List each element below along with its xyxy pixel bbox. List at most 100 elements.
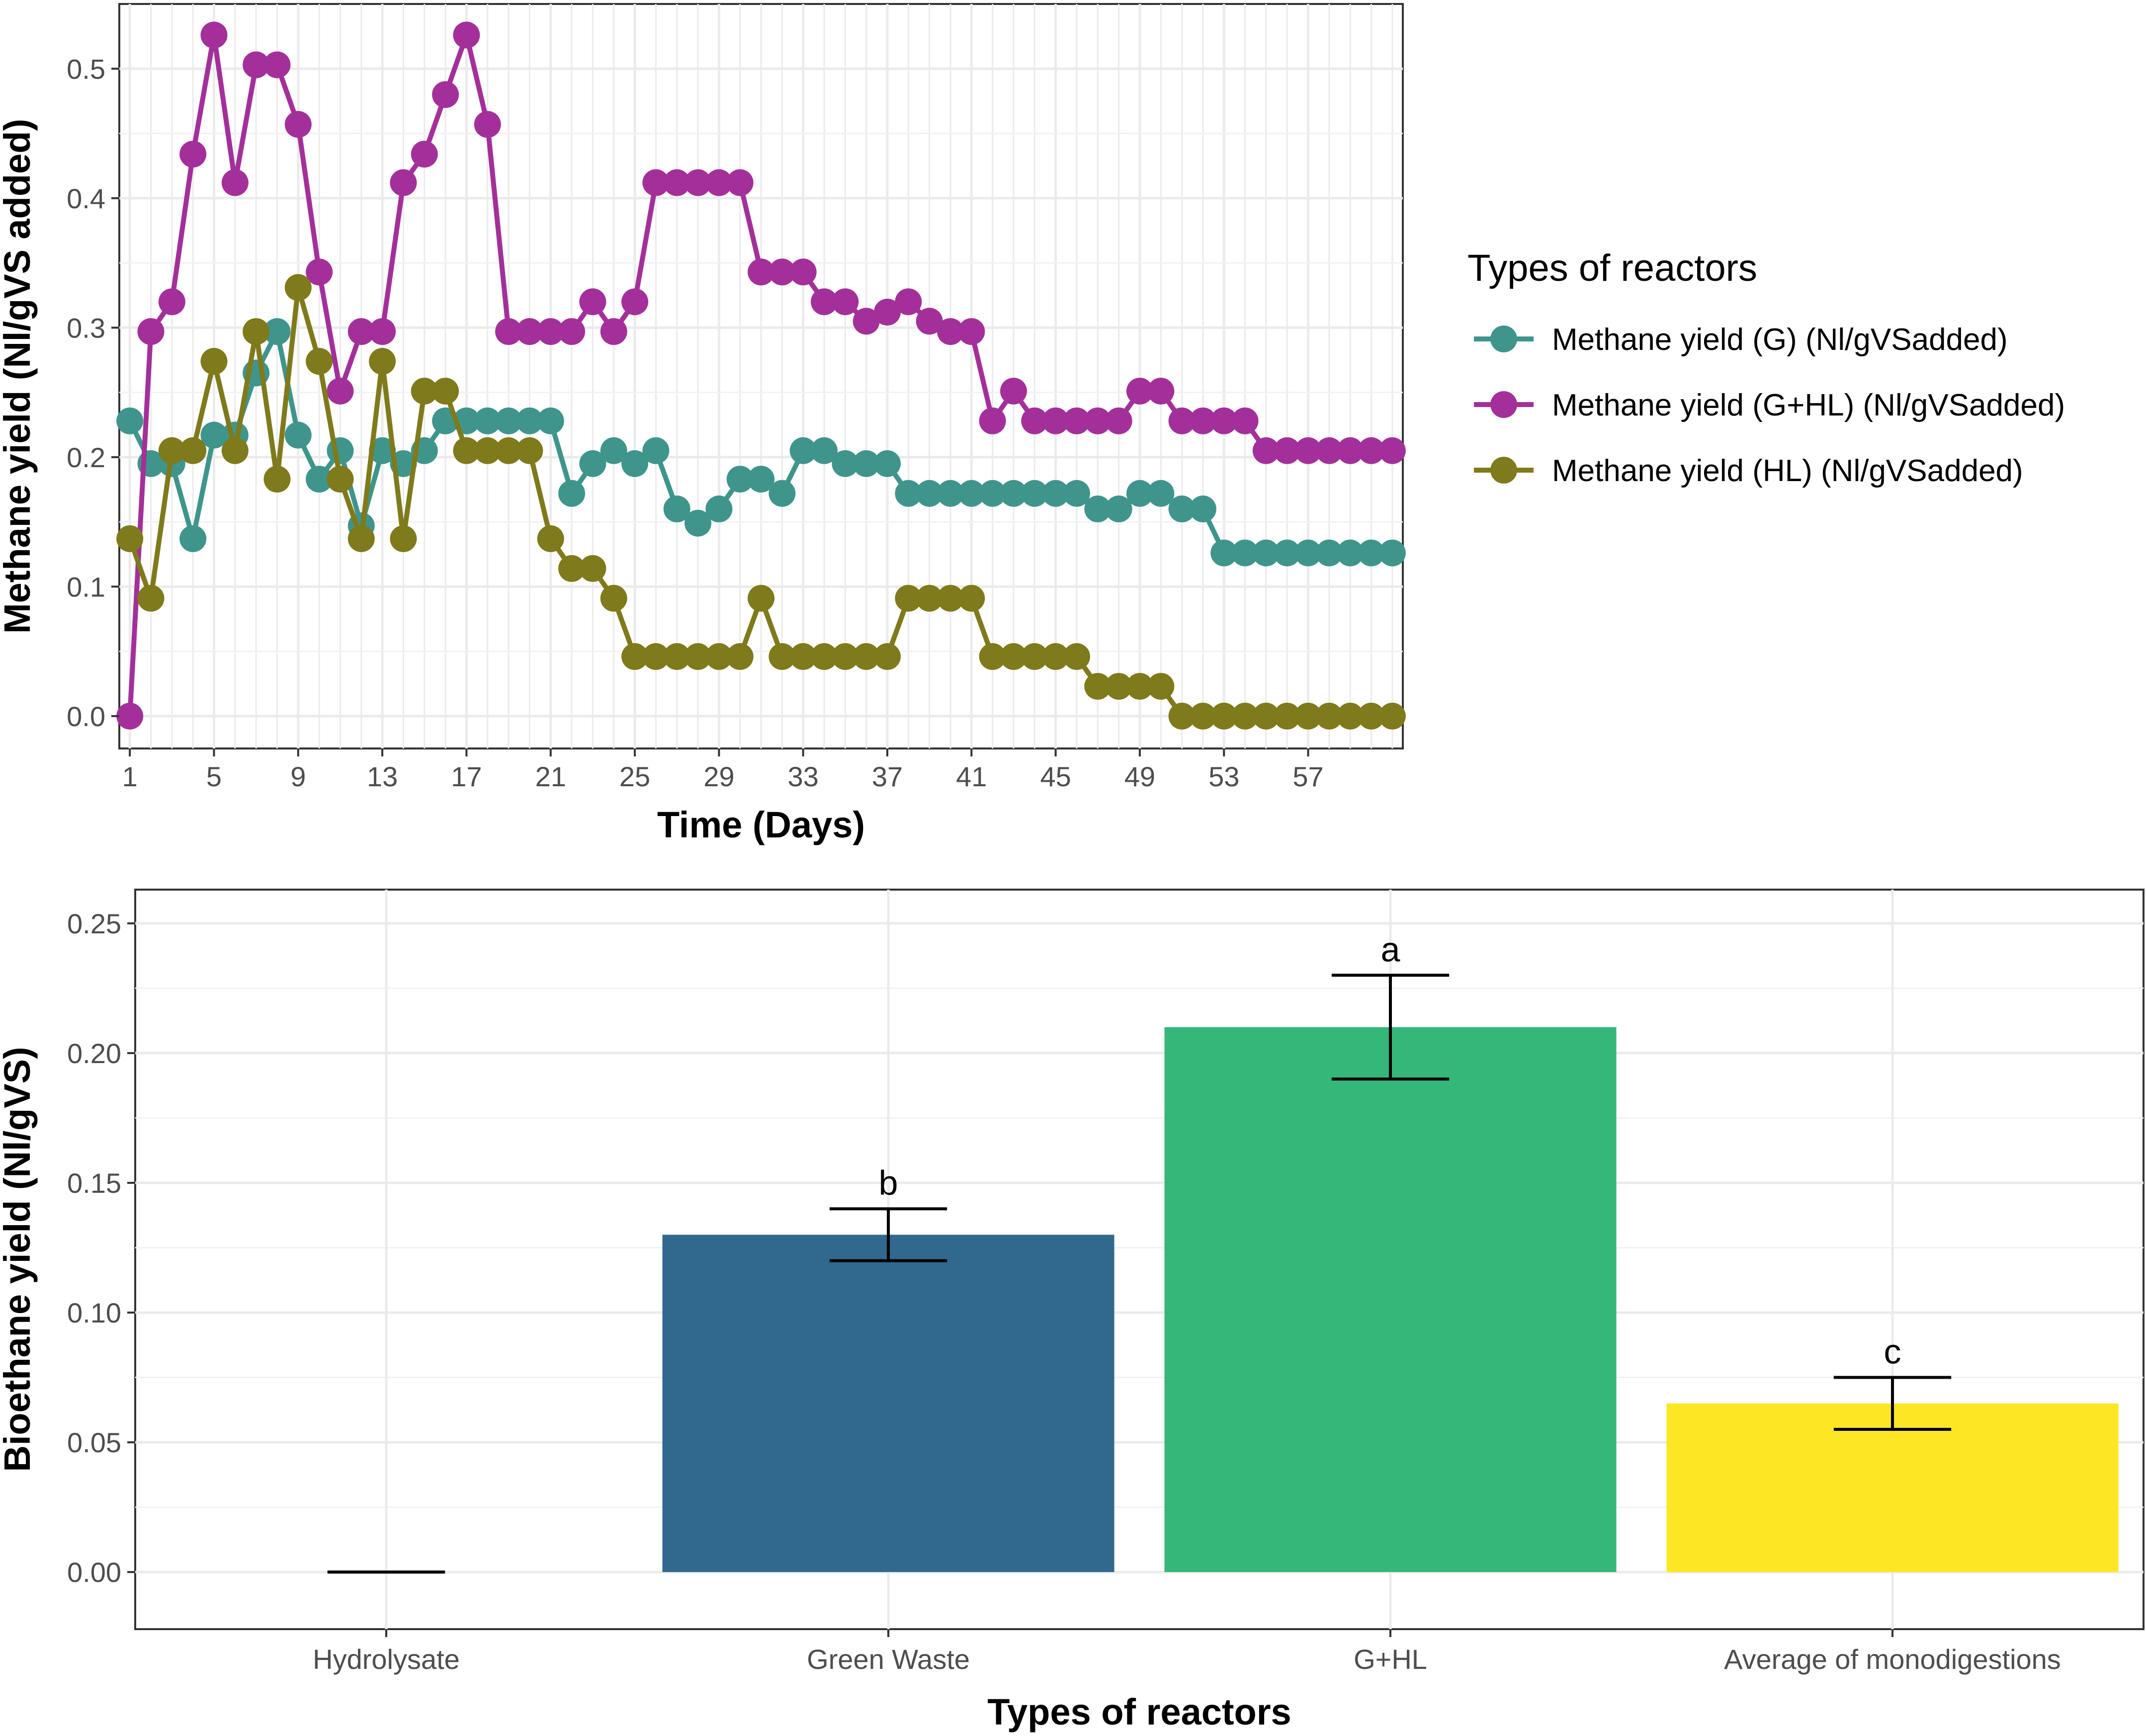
y-tick-label: 0.10: [67, 1297, 121, 1328]
data-point: [1168, 702, 1196, 730]
data-point: [705, 169, 733, 196]
data-point: [1294, 437, 1322, 464]
data-point: [663, 496, 690, 523]
y-tick-label: 0.4: [67, 183, 105, 214]
data-point: [179, 141, 207, 168]
data-point: [1358, 539, 1385, 567]
data-point: [979, 480, 1006, 507]
data-point: [1147, 672, 1175, 700]
data-point: [263, 318, 291, 345]
data-point: [327, 377, 354, 405]
x-tick-label: 21: [535, 761, 566, 792]
data-point: [1168, 407, 1196, 434]
data-point: [853, 308, 880, 335]
methane-line-chart: 1 5 9 13 17 21 25 29 33 37 41 45 49 53 57 0.0 0.1 0.2 0.3 0…: [0, 3, 2065, 845]
bioethane-bar-chart: b a c Hydrolysate Green Waste G+HL Average of…: [0, 889, 2145, 1733]
data-point: [1231, 539, 1259, 567]
line-chart-series: [116, 21, 1406, 730]
x-tick-label: 29: [703, 761, 734, 792]
bar-group: b: [662, 1163, 1115, 1572]
data-point: [873, 643, 901, 670]
significance-label: b: [879, 1163, 898, 1202]
y-tick-label: 0.1: [67, 571, 105, 602]
data-point: [369, 318, 396, 345]
data-point: [137, 584, 165, 612]
line-chart-x-axis-title: Time (Days): [657, 804, 865, 845]
x-tick-label: 25: [619, 761, 650, 792]
data-point: [516, 437, 543, 464]
data-point: [579, 555, 606, 582]
data-point: [1231, 407, 1259, 434]
data-point: [263, 51, 291, 79]
y-tick-label: 0.25: [67, 908, 121, 939]
data-point: [1189, 702, 1216, 730]
data-point: [958, 480, 985, 507]
data-point: [306, 466, 333, 493]
legend-title: Types of reactors: [1467, 247, 1757, 289]
significance-label: c: [1884, 1332, 1901, 1371]
data-point: [1126, 480, 1153, 507]
data-point: [495, 318, 522, 345]
data-point: [1210, 407, 1238, 434]
data-point: [558, 318, 586, 345]
data-point: [1315, 539, 1343, 567]
x-tick-label: 5: [206, 761, 222, 792]
data-point: [1168, 496, 1196, 523]
series-0: [116, 318, 1406, 567]
data-point: [200, 421, 228, 449]
data-point: [179, 437, 207, 464]
data-point: [1021, 643, 1048, 670]
data-point: [958, 318, 985, 345]
data-point: [726, 466, 754, 493]
legend-key-marker: [1490, 326, 1517, 352]
data-point: [748, 466, 774, 493]
data-point: [327, 437, 354, 464]
data-point: [600, 437, 627, 464]
data-point: [1063, 480, 1090, 507]
data-point: [832, 288, 859, 316]
data-point: [916, 584, 943, 612]
data-point: [558, 555, 586, 582]
data-point: [432, 81, 459, 108]
y-tick-label: 0.3: [67, 312, 105, 343]
data-point: [537, 407, 564, 434]
data-point: [1063, 643, 1090, 670]
data-point: [1378, 539, 1406, 567]
x-tick-label: 53: [1208, 761, 1239, 792]
legend-item: Methane yield (G+HL) (Nl/gVSadded): [1474, 388, 2065, 422]
data-point: [347, 525, 375, 552]
data-point: [390, 169, 417, 196]
x-tick-label: 1: [122, 761, 138, 792]
data-point: [789, 437, 817, 464]
data-point: [432, 377, 459, 405]
data-point: [306, 348, 333, 375]
data-point: [726, 643, 754, 670]
data-point: [1084, 407, 1112, 434]
data-point: [537, 318, 564, 345]
data-point: [200, 348, 228, 375]
data-point: [327, 466, 354, 493]
data-point: [916, 480, 943, 507]
data-point: [1084, 672, 1112, 700]
bar-chart-axes: Hydrolysate Green Waste G+HL Average of mon…: [67, 908, 2061, 1675]
data-point: [853, 643, 880, 670]
data-point: [284, 274, 312, 301]
data-point: [789, 258, 817, 286]
x-tick-label: Hydrolysate: [313, 1644, 460, 1675]
data-point: [621, 450, 649, 477]
data-point: [453, 437, 480, 464]
data-point: [1126, 672, 1153, 700]
data-point: [1252, 437, 1280, 464]
data-point: [621, 288, 649, 316]
data-point: [705, 643, 733, 670]
legend-key-marker: [1490, 457, 1517, 484]
data-point: [642, 437, 670, 464]
data-point: [1231, 702, 1259, 730]
data-point: [263, 466, 291, 493]
data-point: [516, 318, 543, 345]
data-point: [895, 480, 922, 507]
data-point: [1105, 672, 1132, 700]
data-point: [1084, 496, 1112, 523]
data-point: [979, 407, 1006, 434]
